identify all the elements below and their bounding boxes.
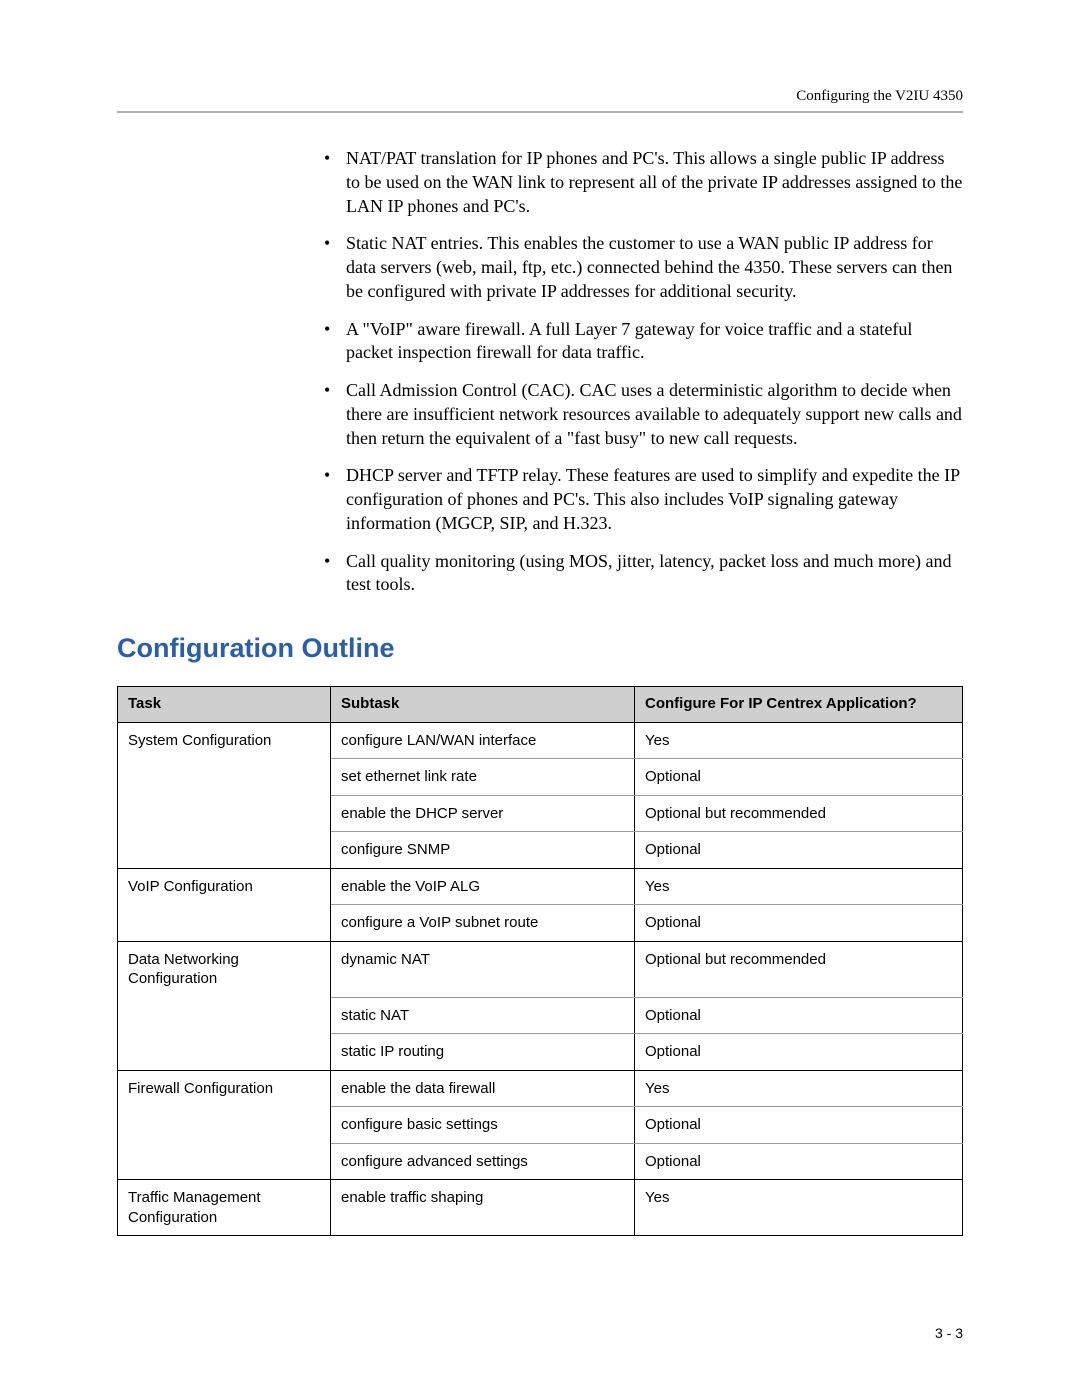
cell-task: Firewall Configuration [118, 1070, 331, 1107]
cell-subtask: dynamic NAT [331, 941, 635, 997]
cell-task [118, 905, 331, 942]
bullet-mark: • [322, 318, 346, 366]
bullet-item: •Call Admission Control (CAC). CAC uses … [322, 379, 963, 450]
cell-subtask: set ethernet link rate [331, 759, 635, 796]
cell-task [118, 1143, 331, 1180]
bullet-mark: • [322, 464, 346, 535]
table-row: configure advanced settingsOptional [118, 1143, 963, 1180]
cell-task: System Configuration [118, 722, 331, 759]
cell-subtask: configure SNMP [331, 832, 635, 869]
cell-configure: Optional but recommended [635, 795, 963, 832]
cell-task [118, 795, 331, 832]
section-heading: Configuration Outline [117, 633, 963, 664]
bullet-mark: • [322, 550, 346, 598]
cell-subtask: configure advanced settings [331, 1143, 635, 1180]
bullet-text: DHCP server and TFTP relay. These featur… [346, 464, 963, 535]
cell-task [118, 997, 331, 1034]
cell-configure: Optional but recommended [635, 941, 963, 997]
table-row: static NATOptional [118, 997, 963, 1034]
cell-subtask: enable the DHCP server [331, 795, 635, 832]
table-row: static IP routingOptional [118, 1034, 963, 1071]
cell-task: Traffic Management Configuration [118, 1180, 331, 1236]
cell-subtask: configure LAN/WAN interface [331, 722, 635, 759]
bullet-text: NAT/PAT translation for IP phones and PC… [346, 147, 963, 218]
cell-task: Data Networking Configuration [118, 941, 331, 997]
bullet-mark: • [322, 379, 346, 450]
cell-task [118, 1107, 331, 1144]
bullet-text: Call quality monitoring (using MOS, jitt… [346, 550, 963, 598]
cell-configure: Optional [635, 759, 963, 796]
header-rule [117, 111, 963, 113]
running-header: Configuring the V2IU 4350 [117, 88, 963, 105]
cell-configure: Optional [635, 1143, 963, 1180]
cell-subtask: static IP routing [331, 1034, 635, 1071]
table-header-row: Task Subtask Configure For IP Centrex Ap… [118, 687, 963, 723]
bullet-mark: • [322, 232, 346, 303]
cell-subtask: configure basic settings [331, 1107, 635, 1144]
cell-configure: Optional [635, 1107, 963, 1144]
bullet-item: •Call quality monitoring (using MOS, jit… [322, 550, 963, 598]
cell-configure: Yes [635, 1180, 963, 1236]
table-row: configure a VoIP subnet routeOptional [118, 905, 963, 942]
cell-task [118, 1034, 331, 1071]
table-row: VoIP Configurationenable the VoIP ALGYes [118, 868, 963, 905]
cell-configure: Optional [635, 832, 963, 869]
bullet-item: •A "VoIP" aware firewall. A full Layer 7… [322, 318, 963, 366]
cell-subtask: enable the data firewall [331, 1070, 635, 1107]
table-row: enable the DHCP serverOptional but recom… [118, 795, 963, 832]
cell-subtask: configure a VoIP subnet route [331, 905, 635, 942]
cell-configure: Optional [635, 997, 963, 1034]
bullet-text: A "VoIP" aware firewall. A full Layer 7 … [346, 318, 963, 366]
cell-subtask: enable the VoIP ALG [331, 868, 635, 905]
cell-task: VoIP Configuration [118, 868, 331, 905]
table-row: configure SNMPOptional [118, 832, 963, 869]
table-row: configure basic settingsOptional [118, 1107, 963, 1144]
table-row: Firewall Configurationenable the data fi… [118, 1070, 963, 1107]
col-subtask: Subtask [331, 687, 635, 723]
cell-configure: Yes [635, 1070, 963, 1107]
table-row: Traffic Management Configurationenable t… [118, 1180, 963, 1236]
col-configure: Configure For IP Centrex Application? [635, 687, 963, 723]
cell-configure: Yes [635, 722, 963, 759]
bullet-item: •Static NAT entries. This enables the cu… [322, 232, 963, 303]
cell-configure: Yes [635, 868, 963, 905]
table-row: Data Networking Configurationdynamic NAT… [118, 941, 963, 997]
bullet-list: •NAT/PAT translation for IP phones and P… [322, 147, 963, 597]
table-row: set ethernet link rateOptional [118, 759, 963, 796]
bullet-text: Static NAT entries. This enables the cus… [346, 232, 963, 303]
configuration-table: Task Subtask Configure For IP Centrex Ap… [117, 686, 963, 1236]
bullet-mark: • [322, 147, 346, 218]
cell-task [118, 832, 331, 869]
bullet-item: •DHCP server and TFTP relay. These featu… [322, 464, 963, 535]
page-number: 3 - 3 [935, 1325, 963, 1341]
bullet-text: Call Admission Control (CAC). CAC uses a… [346, 379, 963, 450]
cell-configure: Optional [635, 905, 963, 942]
bullet-item: •NAT/PAT translation for IP phones and P… [322, 147, 963, 218]
cell-subtask: static NAT [331, 997, 635, 1034]
cell-subtask: enable traffic shaping [331, 1180, 635, 1236]
page: Configuring the V2IU 4350 •NAT/PAT trans… [0, 0, 1080, 1397]
cell-configure: Optional [635, 1034, 963, 1071]
cell-task [118, 759, 331, 796]
col-task: Task [118, 687, 331, 723]
table-row: System Configurationconfigure LAN/WAN in… [118, 722, 963, 759]
